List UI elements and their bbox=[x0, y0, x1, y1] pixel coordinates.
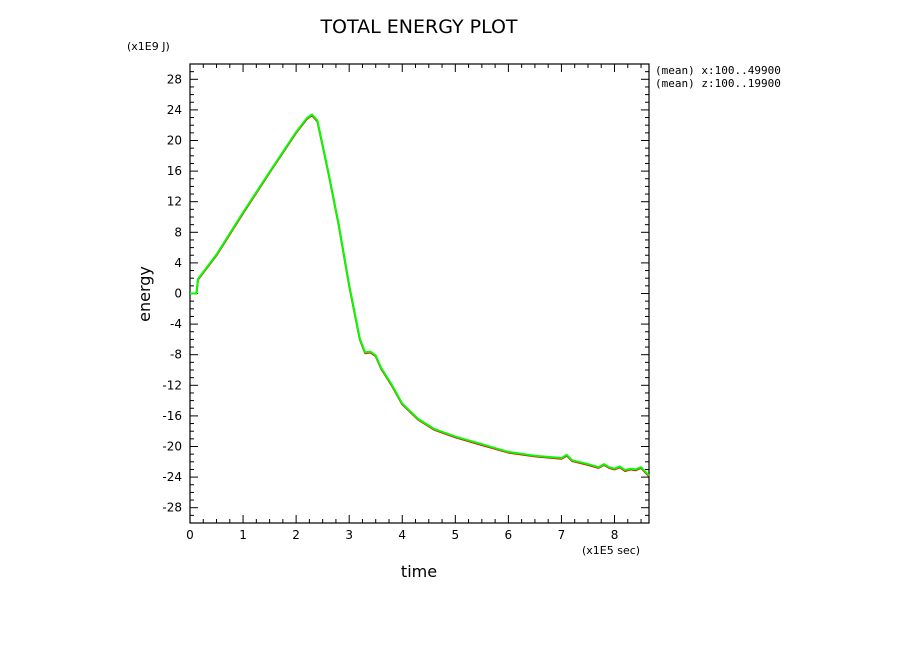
annotation-z-range: (mean) z:100..19900 bbox=[655, 77, 781, 90]
y-tick-label: 24 bbox=[167, 103, 182, 117]
x-tick-label: 8 bbox=[611, 528, 619, 542]
x-tick-label: 3 bbox=[345, 528, 353, 542]
x-tick-label: 1 bbox=[239, 528, 247, 542]
y-tick-label: -28 bbox=[162, 501, 182, 515]
y-tick-label: -8 bbox=[170, 348, 182, 362]
y-axis-title: energy bbox=[135, 266, 154, 322]
y-axis-ticks: 28 24 20 16 12 8 4 0 -4 -8 -12 -16 -20 -24 -28 bbox=[162, 63, 649, 524]
x-tick-label: 0 bbox=[186, 528, 194, 542]
chart-title: TOTAL ENERGY PLOT bbox=[319, 16, 517, 38]
plot-frame bbox=[189, 63, 650, 524]
y-tick-label: -20 bbox=[162, 440, 182, 454]
x-axis-ticks: 0 1 2 3 4 5 6 7 8 bbox=[186, 64, 642, 542]
y-tick-label: -12 bbox=[162, 378, 182, 392]
data-lines bbox=[190, 113, 650, 477]
x-tick-label: 2 bbox=[292, 528, 300, 542]
y-tick-label: -4 bbox=[170, 317, 182, 331]
y-tick-label: 16 bbox=[167, 164, 182, 178]
x-unit-label: (x1E5 sec) bbox=[582, 544, 640, 557]
y-tick-label: 12 bbox=[167, 195, 182, 209]
annotation-x-range: (mean) x:100..49900 bbox=[655, 64, 781, 77]
y-unit-label: (x1E9 J) bbox=[127, 40, 170, 53]
y-tick-label: 8 bbox=[174, 225, 182, 239]
series-line-2 bbox=[190, 113, 650, 477]
x-tick-label: 6 bbox=[505, 528, 513, 542]
y-tick-label: 0 bbox=[174, 287, 182, 301]
x-tick-label: 7 bbox=[558, 528, 566, 542]
series-line-1 bbox=[190, 114, 650, 477]
y-tick-label: -16 bbox=[162, 409, 182, 423]
x-axis-title: time bbox=[401, 562, 437, 581]
y-tick-label: 4 bbox=[174, 256, 182, 270]
y-tick-label: 20 bbox=[167, 134, 182, 148]
y-tick-label: 28 bbox=[167, 72, 182, 86]
y-tick-label: -24 bbox=[162, 470, 182, 484]
x-tick-label: 4 bbox=[398, 528, 406, 542]
x-tick-label: 5 bbox=[451, 528, 459, 542]
